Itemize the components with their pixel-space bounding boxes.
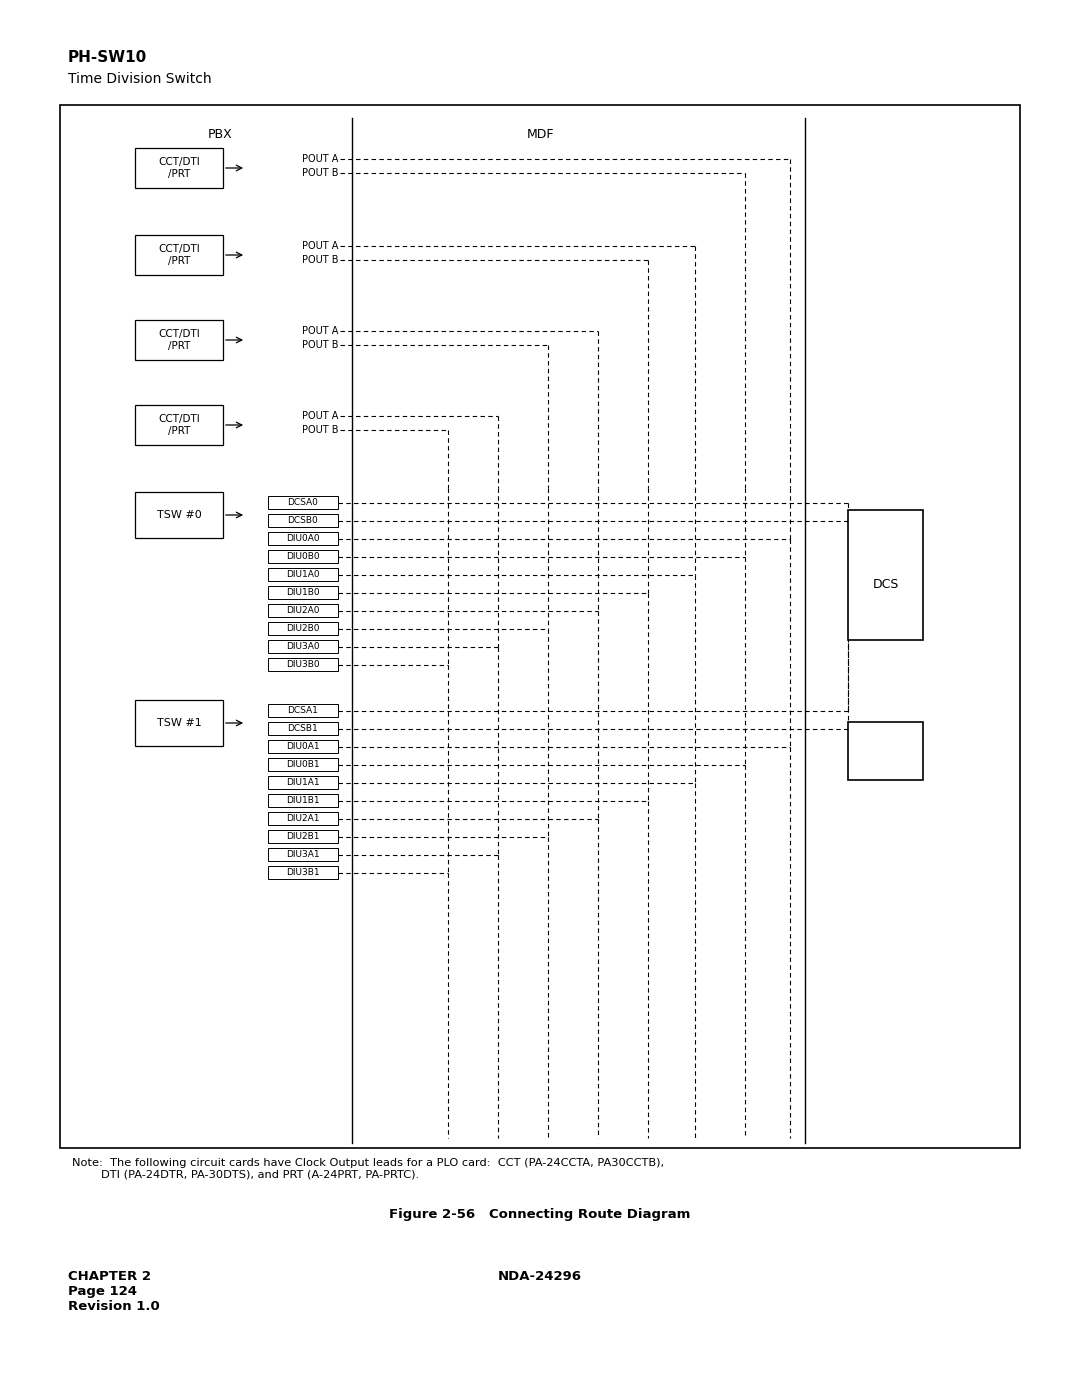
Bar — [848, 722, 923, 780]
Bar — [268, 866, 338, 879]
Text: PH-SW10: PH-SW10 — [68, 50, 147, 66]
Bar — [268, 569, 338, 581]
Text: DIU3A1: DIU3A1 — [286, 849, 320, 859]
Text: POUT B: POUT B — [301, 168, 338, 177]
Bar — [268, 640, 338, 652]
Text: POUT B: POUT B — [301, 425, 338, 434]
Bar — [268, 658, 338, 671]
Text: DIU0B0: DIU0B0 — [286, 552, 320, 562]
Bar — [268, 532, 338, 545]
Text: DIU3B1: DIU3B1 — [286, 868, 320, 877]
Text: POUT A: POUT A — [301, 154, 338, 163]
Bar — [268, 622, 338, 636]
Bar — [268, 848, 338, 861]
Bar — [135, 148, 222, 189]
Text: DIU1A1: DIU1A1 — [286, 778, 320, 787]
Bar — [135, 492, 222, 538]
Text: POUT B: POUT B — [301, 256, 338, 265]
Bar — [268, 793, 338, 807]
Bar — [268, 775, 338, 789]
Text: DIU1B1: DIU1B1 — [286, 796, 320, 805]
Bar — [268, 550, 338, 563]
Text: DCS: DCS — [873, 578, 899, 591]
Bar — [268, 496, 338, 509]
Text: DCSB0: DCSB0 — [287, 515, 319, 525]
Text: DIU3B0: DIU3B0 — [286, 659, 320, 669]
Text: DIU2A1: DIU2A1 — [286, 814, 320, 823]
Text: TSW #1: TSW #1 — [157, 718, 201, 728]
Text: CHAPTER 2
Page 124
Revision 1.0: CHAPTER 2 Page 124 Revision 1.0 — [68, 1270, 160, 1313]
Text: POUT A: POUT A — [301, 326, 338, 337]
Text: PBX: PBX — [207, 129, 232, 141]
Bar — [268, 812, 338, 826]
Text: POUT B: POUT B — [301, 339, 338, 351]
Text: Figure 2-56   Connecting Route Diagram: Figure 2-56 Connecting Route Diagram — [389, 1208, 691, 1221]
Bar — [268, 704, 338, 717]
Text: CCT/DTI
/PRT: CCT/DTI /PRT — [158, 330, 200, 351]
Text: Time Division Switch: Time Division Switch — [68, 73, 212, 87]
Bar — [135, 405, 222, 446]
Text: DCSA0: DCSA0 — [287, 497, 319, 507]
Bar — [135, 235, 222, 275]
Bar — [135, 320, 222, 360]
Text: DIU1B0: DIU1B0 — [286, 588, 320, 597]
Text: MDF: MDF — [526, 129, 554, 141]
Text: CCT/DTI
/PRT: CCT/DTI /PRT — [158, 414, 200, 436]
Text: Note:  The following circuit cards have Clock Output leads for a PLO card:  CCT : Note: The following circuit cards have C… — [72, 1158, 664, 1179]
Bar — [268, 585, 338, 599]
Text: DIU0B1: DIU0B1 — [286, 760, 320, 768]
Text: DCSA1: DCSA1 — [287, 705, 319, 715]
Text: DIU0A0: DIU0A0 — [286, 534, 320, 543]
Text: DIU2A0: DIU2A0 — [286, 606, 320, 615]
Bar — [268, 604, 338, 617]
Text: POUT A: POUT A — [301, 411, 338, 420]
Text: DCSB1: DCSB1 — [287, 724, 319, 733]
Text: DIU3A0: DIU3A0 — [286, 643, 320, 651]
Bar — [268, 759, 338, 771]
Text: NDA-24296: NDA-24296 — [498, 1270, 582, 1282]
Bar — [268, 830, 338, 842]
Text: CCT/DTI
/PRT: CCT/DTI /PRT — [158, 244, 200, 265]
Text: DIU0A1: DIU0A1 — [286, 742, 320, 752]
Bar — [60, 105, 1020, 1148]
Bar — [848, 510, 923, 640]
Text: POUT A: POUT A — [301, 242, 338, 251]
Bar — [135, 700, 222, 746]
Text: TSW #0: TSW #0 — [157, 510, 201, 520]
Text: CCT/DTI
/PRT: CCT/DTI /PRT — [158, 158, 200, 179]
Bar — [268, 722, 338, 735]
Bar — [268, 514, 338, 527]
Text: DIU1A0: DIU1A0 — [286, 570, 320, 578]
Text: DIU2B1: DIU2B1 — [286, 833, 320, 841]
Text: DIU2B0: DIU2B0 — [286, 624, 320, 633]
Bar — [268, 740, 338, 753]
